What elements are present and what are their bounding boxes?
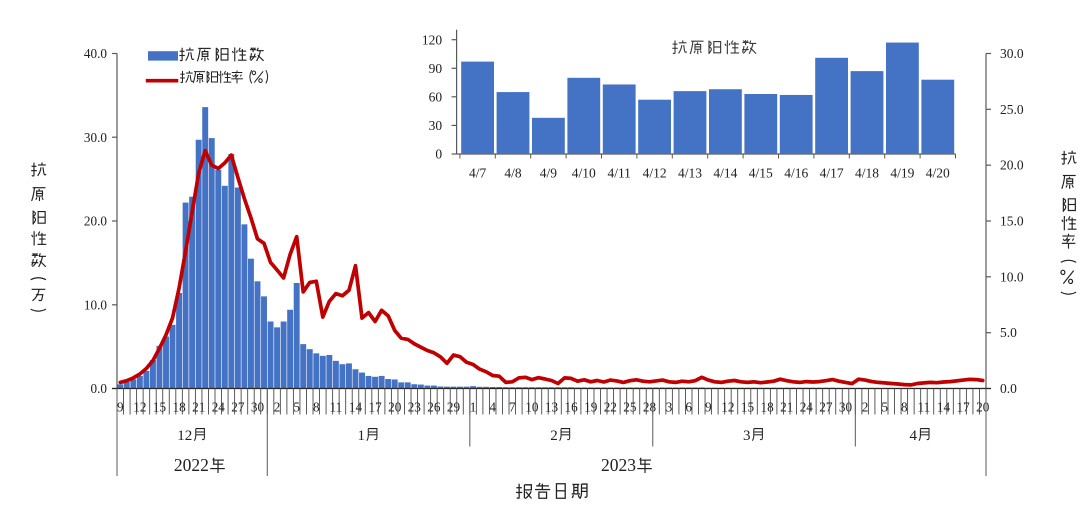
svg-text:1: 1 xyxy=(470,400,477,415)
svg-text:26: 26 xyxy=(427,400,441,415)
svg-text:28: 28 xyxy=(643,400,657,415)
svg-text:15: 15 xyxy=(153,400,167,415)
svg-text:5.0: 5.0 xyxy=(1000,325,1017,340)
svg-text:4/16: 4/16 xyxy=(784,166,808,181)
svg-text:20.0: 20.0 xyxy=(84,214,107,229)
svg-text:15: 15 xyxy=(741,400,755,415)
svg-text:4/20: 4/20 xyxy=(926,166,950,181)
svg-text:25: 25 xyxy=(623,400,637,415)
svg-text:0.0: 0.0 xyxy=(1000,381,1017,396)
svg-text:16: 16 xyxy=(565,400,579,415)
svg-text:4/15: 4/15 xyxy=(749,166,773,181)
svg-text:20.0: 20.0 xyxy=(1000,158,1024,173)
svg-text:18: 18 xyxy=(761,400,775,415)
svg-text:13: 13 xyxy=(545,400,559,415)
svg-text:0: 0 xyxy=(435,147,442,162)
svg-text:4: 4 xyxy=(910,428,918,444)
svg-text:2023: 2023 xyxy=(601,455,636,475)
svg-text:12: 12 xyxy=(721,400,734,415)
svg-text:12: 12 xyxy=(133,400,146,415)
svg-text:29: 29 xyxy=(447,400,461,415)
svg-text:30: 30 xyxy=(429,118,443,133)
svg-text:23: 23 xyxy=(408,400,422,415)
svg-text:60: 60 xyxy=(429,89,443,104)
svg-text:4/19: 4/19 xyxy=(890,166,914,181)
svg-text:8: 8 xyxy=(901,400,908,415)
svg-text:21: 21 xyxy=(192,400,205,415)
svg-text:27: 27 xyxy=(231,400,245,415)
svg-text:4/7: 4/7 xyxy=(469,166,487,181)
svg-text:6: 6 xyxy=(685,400,692,415)
svg-text:2: 2 xyxy=(274,400,281,415)
svg-text:1: 1 xyxy=(357,428,365,444)
svg-text:14: 14 xyxy=(937,400,951,415)
svg-text:20: 20 xyxy=(388,400,402,415)
svg-text:24: 24 xyxy=(800,400,814,415)
svg-text:4/17: 4/17 xyxy=(820,166,844,181)
svg-text:4/12: 4/12 xyxy=(643,166,667,181)
svg-text:18: 18 xyxy=(173,400,187,415)
svg-text:5: 5 xyxy=(293,400,300,415)
svg-text:2022: 2022 xyxy=(174,455,209,475)
svg-text:9: 9 xyxy=(705,400,712,415)
svg-text:2: 2 xyxy=(550,428,558,444)
svg-text:4/14: 4/14 xyxy=(713,166,737,181)
svg-text:21: 21 xyxy=(780,400,793,415)
svg-text:11: 11 xyxy=(330,400,343,415)
svg-text:20: 20 xyxy=(976,400,990,415)
svg-text:19: 19 xyxy=(584,400,598,415)
svg-text:4/18: 4/18 xyxy=(855,166,879,181)
svg-text:30: 30 xyxy=(839,400,853,415)
svg-text:7: 7 xyxy=(509,400,516,415)
svg-text:17: 17 xyxy=(369,400,383,415)
svg-text:90: 90 xyxy=(429,61,443,76)
svg-text:10.0: 10.0 xyxy=(84,297,107,312)
svg-text:30.0: 30.0 xyxy=(84,130,107,145)
svg-text:4/11: 4/11 xyxy=(607,166,631,181)
svg-text:10: 10 xyxy=(525,400,539,415)
svg-text:12: 12 xyxy=(177,428,192,444)
svg-text:3: 3 xyxy=(743,428,751,444)
svg-text:8: 8 xyxy=(313,400,320,415)
svg-text:4: 4 xyxy=(489,400,496,415)
svg-text:0.0: 0.0 xyxy=(91,381,108,396)
svg-text:11: 11 xyxy=(918,400,931,415)
svg-text:22: 22 xyxy=(604,400,617,415)
svg-text:10.0: 10.0 xyxy=(1000,269,1024,284)
svg-text:40.0: 40.0 xyxy=(84,46,107,61)
svg-text:4/9: 4/9 xyxy=(540,166,558,181)
svg-text:2: 2 xyxy=(862,400,869,415)
svg-text:4/8: 4/8 xyxy=(504,166,522,181)
svg-text:27: 27 xyxy=(819,400,833,415)
svg-text:14: 14 xyxy=(349,400,363,415)
svg-text:24: 24 xyxy=(212,400,226,415)
svg-text:3: 3 xyxy=(666,400,673,415)
svg-text:9: 9 xyxy=(117,400,124,415)
svg-text:30: 30 xyxy=(251,400,265,415)
svg-text:17: 17 xyxy=(957,400,971,415)
svg-text:4/10: 4/10 xyxy=(572,166,596,181)
svg-text:120: 120 xyxy=(422,32,443,47)
svg-text:30.0: 30.0 xyxy=(1000,46,1024,61)
svg-text:25.0: 25.0 xyxy=(1000,102,1024,117)
svg-text:15.0: 15.0 xyxy=(1000,214,1024,229)
svg-text:5: 5 xyxy=(881,400,888,415)
svg-text:4/13: 4/13 xyxy=(678,166,702,181)
